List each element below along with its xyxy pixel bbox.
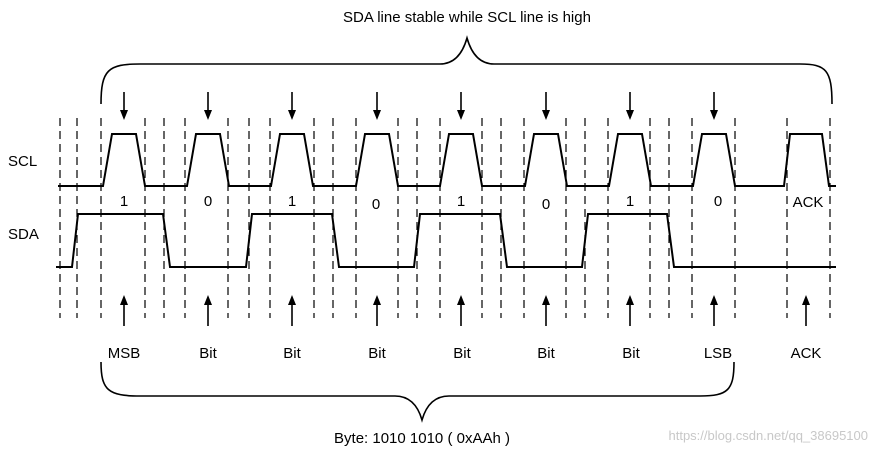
bit-value: 1 bbox=[626, 193, 634, 210]
up-arrow-icon bbox=[626, 295, 634, 326]
bottom-brace bbox=[100, 361, 735, 423]
bit-value: 1 bbox=[120, 193, 128, 210]
bit-value: 1 bbox=[457, 193, 465, 210]
sda-waveform bbox=[56, 213, 836, 268]
watermark: https://blog.csdn.net/qq_38695100 bbox=[669, 428, 869, 443]
bit-label: Bit bbox=[453, 345, 471, 362]
scl-label: SCL bbox=[8, 153, 37, 170]
down-arrow-icon bbox=[710, 92, 718, 120]
guide-lines bbox=[59, 118, 831, 318]
bit-labels: MSB Bit Bit Bit Bit Bit Bit LSB ACK bbox=[108, 345, 822, 362]
up-arrow-icon bbox=[373, 295, 381, 326]
up-arrow-icon bbox=[802, 295, 810, 326]
sample-arrows-down bbox=[120, 92, 718, 120]
sample-arrows-up bbox=[120, 295, 810, 326]
up-arrow-icon bbox=[288, 295, 296, 326]
bottom-caption: Byte: 1010 1010 ( 0xAAh ) bbox=[334, 430, 510, 447]
up-arrow-icon bbox=[120, 295, 128, 326]
ack-label: ACK bbox=[791, 345, 822, 362]
down-arrow-icon bbox=[120, 92, 128, 120]
bit-label: Bit bbox=[199, 345, 217, 362]
up-arrow-icon bbox=[710, 295, 718, 326]
top-brace bbox=[100, 35, 833, 105]
bit-value: 0 bbox=[204, 193, 212, 210]
up-arrow-icon bbox=[204, 295, 212, 326]
down-arrow-icon bbox=[457, 92, 465, 120]
bit-label: Bit bbox=[283, 345, 301, 362]
bit-values: 1 0 1 0 1 0 1 0 ACK bbox=[120, 193, 824, 213]
ack-value: ACK bbox=[793, 194, 824, 211]
down-arrow-icon bbox=[204, 92, 212, 120]
bit-label: Bit bbox=[537, 345, 555, 362]
bit-label: Bit bbox=[622, 345, 640, 362]
top-caption: SDA line stable while SCL line is high bbox=[343, 9, 591, 26]
bit-value: 1 bbox=[288, 193, 296, 210]
up-arrow-icon bbox=[457, 295, 465, 326]
up-arrow-icon bbox=[542, 295, 550, 326]
bit-label-lsb: LSB bbox=[704, 345, 732, 362]
scl-waveform bbox=[58, 133, 836, 187]
down-arrow-icon bbox=[542, 92, 550, 120]
bit-value: 0 bbox=[542, 196, 550, 213]
down-arrow-icon bbox=[288, 92, 296, 120]
bit-label-msb: MSB bbox=[108, 345, 141, 362]
down-arrow-icon bbox=[373, 92, 381, 120]
bit-value: 0 bbox=[372, 196, 380, 213]
down-arrow-icon bbox=[626, 92, 634, 120]
bit-value: 0 bbox=[714, 193, 722, 210]
sda-label: SDA bbox=[8, 226, 39, 243]
bit-label: Bit bbox=[368, 345, 386, 362]
